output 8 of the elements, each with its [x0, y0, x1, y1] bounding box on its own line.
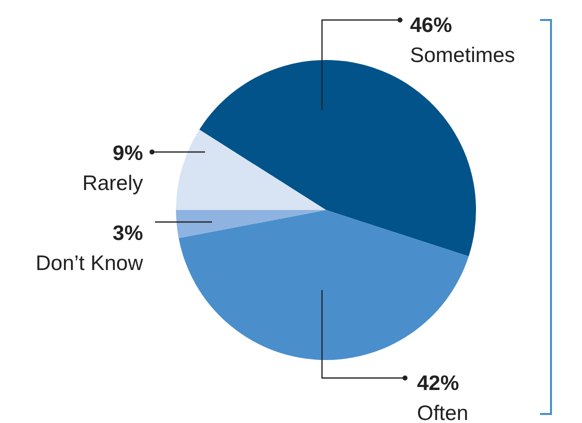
- slice-label: Rarely: [82, 172, 144, 195]
- slice-label: Don’t Know: [36, 252, 144, 275]
- data-label: 42%: [417, 372, 460, 395]
- data-label: 9%: [112, 142, 144, 165]
- slice-label: Often: [417, 402, 468, 423]
- slice-label: Sometimes: [410, 44, 516, 67]
- data-label: 46%: [410, 14, 452, 37]
- data-label: 3%: [112, 222, 144, 245]
